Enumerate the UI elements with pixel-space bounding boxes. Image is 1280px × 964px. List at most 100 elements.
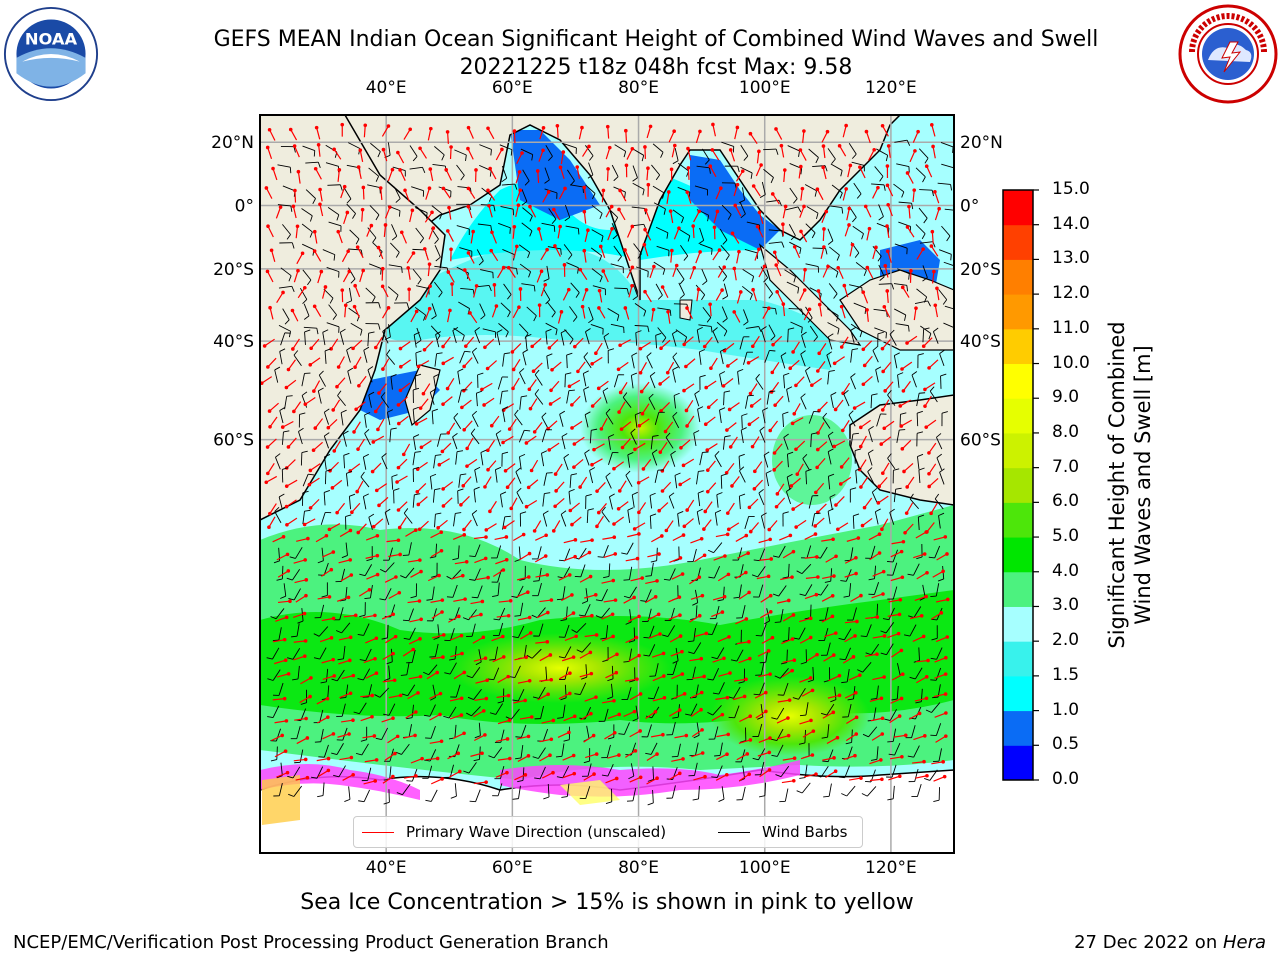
- wave-arrow-head: [374, 346, 378, 350]
- wave-arrow-head: [439, 692, 443, 696]
- wave-arrow-head: [726, 533, 730, 537]
- wave-arrow-head: [332, 732, 336, 736]
- wave-arrow-head: [749, 392, 753, 396]
- wave-arrow-head: [729, 148, 733, 152]
- wind-barb-feather: [623, 580, 629, 581]
- wave-arrow-head: [729, 445, 733, 449]
- wave-arrow-head: [685, 424, 689, 428]
- wave-arrow-head: [338, 168, 342, 172]
- wave-arrow-head: [546, 611, 550, 615]
- wave-arrow-head: [356, 245, 360, 249]
- wave-arrow-head: [705, 632, 709, 636]
- wave-arrow-head: [640, 390, 644, 394]
- wave-arrow-head: [500, 148, 504, 152]
- wave-arrow-head: [507, 266, 511, 270]
- wave-arrow-head: [816, 448, 820, 452]
- wave-arrow-head: [772, 468, 776, 472]
- wave-arrow-head: [639, 692, 643, 696]
- wave-arrow-head: [266, 472, 270, 476]
- wave-arrow-head: [617, 507, 621, 511]
- wave-arrow-head: [314, 167, 318, 171]
- wave-arrow-head: [944, 734, 948, 738]
- wave-arrow-head: [670, 167, 674, 171]
- wave-arrow-head: [423, 348, 427, 352]
- wave-direction-legend-label: Primary Wave Direction (unscaled): [406, 823, 666, 841]
- wave-arrow-head: [513, 129, 517, 133]
- wind-barb-feather: [402, 267, 403, 273]
- wave-arrow-head: [355, 490, 359, 494]
- wave-arrow-head: [706, 468, 710, 472]
- wave-arrow-head: [926, 659, 930, 663]
- wave-arrow-head: [430, 211, 434, 215]
- wave-arrow-head: [428, 262, 432, 266]
- wave-arrow-head: [266, 224, 270, 228]
- wave-arrow-head: [467, 251, 471, 255]
- wave-arrow-head: [661, 733, 665, 737]
- wave-arrow-head: [449, 247, 453, 251]
- wave-arrow-head: [698, 130, 702, 134]
- wave-arrow-head: [922, 760, 926, 764]
- wave-arrow-head: [419, 675, 423, 679]
- wave-arrow-head: [859, 485, 863, 489]
- wave-arrow-head: [728, 408, 732, 412]
- wave-arrow-head: [632, 596, 636, 600]
- wave-arrow-head: [945, 635, 949, 639]
- wind-barb-feather: [951, 254, 952, 260]
- wave-arrow-head: [361, 208, 365, 212]
- wave-arrow-head: [528, 679, 532, 683]
- wave-arrow-head: [572, 754, 576, 758]
- wave-arrow-head: [767, 528, 771, 532]
- wave-arrow-head: [296, 224, 300, 228]
- wave-arrow-head: [624, 306, 628, 310]
- wave-arrow-head: [351, 347, 355, 351]
- lon-tick-label: 120°E: [865, 78, 917, 98]
- wave-arrow-head: [633, 448, 637, 452]
- wave-arrow-head: [529, 631, 533, 635]
- colorbar-tick-label: 12.0: [1052, 283, 1090, 303]
- lat-tick-label: 60°S: [213, 431, 254, 451]
- wave-arrow-head: [356, 447, 360, 451]
- wave-arrow-head: [630, 284, 634, 288]
- wave-arrow-head: [471, 230, 475, 234]
- wave-arrow-head: [292, 205, 296, 209]
- colorbar-segment: [1003, 433, 1033, 468]
- wave-arrow-head: [685, 409, 689, 413]
- wave-arrow-head: [568, 692, 572, 696]
- wave-arrow-head: [847, 223, 851, 227]
- wave-arrow-head: [631, 266, 635, 270]
- wave-arrow-head: [271, 167, 275, 171]
- wave-arrow-head: [279, 205, 283, 209]
- wave-arrow-head: [661, 285, 665, 289]
- wave-arrow-head: [393, 678, 397, 682]
- wave-arrow-head: [330, 636, 334, 640]
- colorbar-segment: [1003, 502, 1033, 537]
- wave-arrow-head: [508, 427, 512, 431]
- wave-arrow-head: [667, 190, 671, 194]
- wave-arrow-head: [881, 124, 885, 128]
- wave-arrow-head: [511, 350, 515, 354]
- wave-arrow-head: [583, 210, 587, 214]
- wave-arrow-head: [631, 147, 635, 151]
- wave-arrow-head: [791, 507, 795, 511]
- wave-arrow-head: [698, 250, 702, 254]
- wave-arrow-head: [313, 305, 317, 309]
- wave-arrow-head: [794, 525, 798, 529]
- wave-arrow-head: [655, 579, 659, 583]
- wave-arrow-head: [286, 553, 290, 557]
- wave-arrow-head: [327, 757, 331, 761]
- wave-arrow-head: [549, 402, 553, 406]
- wave-arrow-head: [568, 509, 572, 513]
- wave-arrow-head: [394, 575, 398, 579]
- wave-arrow-head: [774, 127, 778, 131]
- wave-arrow-head: [670, 249, 674, 253]
- wave-arrow-head: [687, 166, 691, 170]
- wave-arrow-head: [464, 344, 468, 348]
- wave-arrow-head: [375, 636, 379, 640]
- wave-arrow-head: [946, 598, 950, 602]
- wave-arrow-head: [479, 613, 483, 617]
- wave-arrow-head: [885, 224, 889, 228]
- wind-barb-feather: [643, 637, 649, 638]
- wave-arrow-head: [637, 532, 641, 536]
- wave-arrow-head: [293, 144, 297, 148]
- wave-arrow-head: [882, 675, 886, 679]
